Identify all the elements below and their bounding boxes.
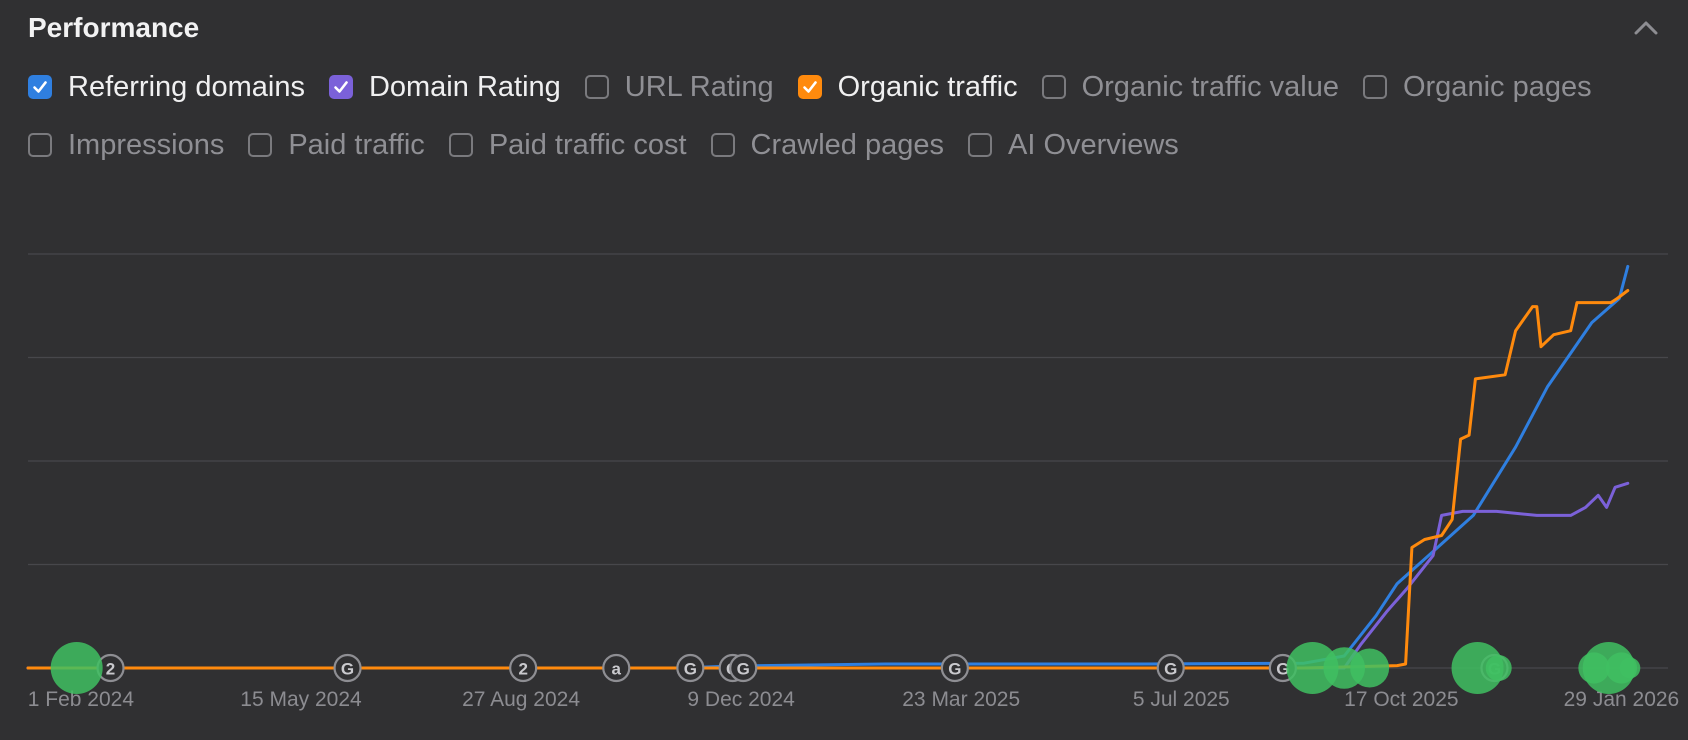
checkbox-checked-icon[interactable] (797, 75, 822, 99)
event-marker-ring (509, 653, 538, 683)
toggle-domain-rating[interactable]: Domain Rating (328, 70, 561, 104)
toggle-organic-pages[interactable]: Organic pages (1362, 70, 1592, 104)
toggle-label: Paid traffic (288, 128, 425, 161)
toggle-label: Domain Rating (368, 70, 561, 103)
event-marker-glyph: 2 (518, 660, 527, 679)
event-marker-glyph: G (684, 660, 697, 679)
event-marker-glyph: G (948, 660, 961, 679)
toggle-label: Organic traffic value (1081, 70, 1339, 103)
toggle-label: URL Rating (624, 70, 774, 103)
toggle-paid-traffic[interactable]: Paid traffic (248, 128, 425, 162)
x-tick-label: 27 Aug 2024 (462, 688, 580, 711)
performance-header: Performance (28, 8, 1660, 48)
toggle-label: Organic traffic (837, 70, 1018, 103)
toggle-organic-traffic[interactable]: Organic traffic (797, 70, 1018, 104)
toggle-crawled-pages[interactable]: Crawled pages (710, 128, 944, 162)
x-axis: 1 Feb 2024 15 May 2024 27 Aug 2024 9 Dec 20… (28, 688, 1679, 711)
event-marker-ring (676, 653, 705, 683)
event-marker: G (1156, 653, 1185, 683)
toggle-row: Referring domains Domain Rating URL Rating… (28, 70, 1668, 104)
toggle-organic-traffic-value[interactable]: Organic traffic value (1041, 70, 1339, 104)
event-marker-glyph: G (737, 660, 750, 679)
performance-chart: 1 Feb 2024 15 May 2024 27 Aug 2024 9 Dec 20… (26, 253, 1679, 711)
annotation-bubble (1619, 657, 1641, 679)
checkbox-empty-icon[interactable] (1362, 75, 1387, 99)
checkbox-empty-icon[interactable] (584, 75, 609, 99)
x-tick-label: 23 Mar 2025 (902, 688, 1020, 711)
x-tick-label: 1 Feb 2024 (28, 688, 135, 711)
checkbox-empty-icon[interactable] (1041, 75, 1066, 99)
event-marker-glyph: G (1164, 660, 1177, 679)
event-marker: G (333, 653, 362, 683)
x-tick-label: 5 Jul 2025 (1133, 688, 1230, 711)
section-title: Performance (28, 12, 200, 43)
toggle-label: Organic pages (1402, 70, 1592, 103)
x-tick-label: 29 Jan 2026 (1564, 688, 1680, 711)
event-marker: G (940, 653, 969, 683)
event-marker: 2 (509, 653, 538, 683)
event-marker-glyph: G (341, 660, 354, 679)
x-tick-label: 15 May 2024 (240, 688, 362, 711)
annotation-bubble (1286, 642, 1339, 694)
x-tick-label: 9 Dec 2024 (687, 688, 795, 711)
series-line-domain-rating (26, 481, 1630, 670)
checkbox-empty-icon[interactable] (28, 133, 52, 157)
event-marker-glyph: a (612, 660, 622, 679)
event-marker-ring (940, 653, 969, 683)
event-marker-ring (333, 653, 362, 683)
toggle-label: Crawled pages (750, 128, 944, 161)
checkbox-checked-icon[interactable] (28, 75, 52, 99)
toggle-referring-domains[interactable]: Referring domains (28, 71, 305, 104)
event-marker: G (676, 653, 705, 683)
toggle-label: Referring domains (68, 70, 305, 103)
x-tick-label: 17 Oct 2025 (1344, 688, 1458, 711)
chevron-up-icon[interactable] (1632, 14, 1660, 42)
toggle-label: Paid traffic cost (488, 128, 687, 161)
toggle-impressions[interactable]: Impressions (28, 129, 224, 162)
toggle-label: Impressions (68, 128, 225, 161)
metric-toggles: Referring domains Domain Rating URL Rating… (28, 70, 1668, 188)
event-marker-ring (602, 653, 631, 683)
toggle-url-rating[interactable]: URL Rating (584, 70, 774, 104)
checkbox-checked-icon[interactable] (328, 75, 353, 99)
toggle-label: AI Overviews (1007, 128, 1179, 161)
annotation-bubble (1485, 655, 1512, 681)
toggle-row: Impressions Paid traffic Paid traffic cost… (28, 128, 1668, 162)
annotation-bubble (1350, 648, 1390, 688)
event-marker-ring (1156, 653, 1185, 683)
event-marker: a (602, 653, 631, 683)
toggle-ai-overviews[interactable]: AI Overviews (967, 128, 1179, 162)
annotation-bubble (50, 642, 103, 694)
checkbox-empty-icon[interactable] (448, 133, 473, 157)
series-line-referring-domains (26, 264, 1630, 670)
annotation-bubble (1451, 642, 1504, 694)
toggle-paid-traffic-cost[interactable]: Paid traffic cost (448, 128, 687, 162)
checkbox-empty-icon[interactable] (710, 133, 735, 157)
series-line-organic-traffic (26, 289, 1630, 670)
event-marker-glyph: 2 (106, 660, 115, 679)
event-marker-glyph: G (1276, 660, 1289, 679)
event-marker: G (729, 653, 758, 683)
checkbox-empty-icon[interactable] (248, 133, 273, 157)
event-marker-ring (729, 653, 758, 683)
checkbox-empty-icon[interactable] (967, 133, 992, 157)
